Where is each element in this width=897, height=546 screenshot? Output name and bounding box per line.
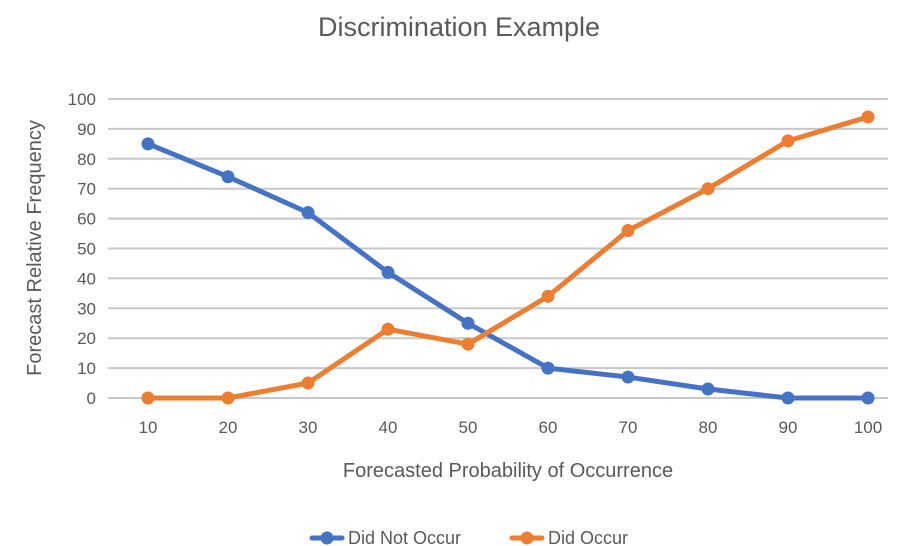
data-point: [221, 391, 235, 405]
data-point: [461, 316, 475, 330]
y-tick-label: 40: [77, 269, 96, 288]
y-tick-label: 30: [77, 299, 96, 318]
legend-item: Did Occur: [509, 528, 628, 546]
legend-swatch-marker: [520, 531, 534, 545]
series-line: [145, 114, 871, 401]
x-tick-label: 50: [459, 418, 478, 437]
data-point: [861, 110, 875, 124]
y-tick-label: 0: [87, 389, 96, 408]
data-point: [541, 361, 555, 375]
data-point: [621, 224, 635, 238]
y-axis-ticks: 0 10 20 30 40 50 60 70 80 90 100: [68, 90, 96, 408]
data-point: [701, 182, 715, 196]
x-tick-label: 30: [299, 418, 318, 437]
y-tick-label: 90: [77, 120, 96, 139]
data-point: [781, 134, 795, 148]
legend-item: Did Not Occur: [309, 528, 461, 546]
data-point: [461, 337, 475, 351]
y-tick-label: 20: [77, 329, 96, 348]
x-tick-label: 80: [699, 418, 718, 437]
series-did-occur: [141, 110, 875, 405]
chart-title: Discrimination Example: [318, 12, 600, 42]
y-tick-label: 70: [77, 180, 96, 199]
data-point: [301, 206, 315, 220]
series-did-not-occur: [141, 137, 875, 405]
legend: Did Not Occur Did Occur: [309, 528, 628, 546]
data-point: [781, 391, 795, 405]
x-tick-label: 100: [854, 418, 882, 437]
gridlines: [108, 98, 888, 399]
x-tick-label: 60: [539, 418, 558, 437]
x-axis-label: Forecasted Probability of Occurrence: [343, 460, 673, 482]
data-point: [301, 376, 315, 390]
y-tick-label: 60: [77, 210, 96, 229]
data-point: [141, 391, 155, 405]
data-point: [861, 391, 875, 405]
y-tick-label: 80: [77, 150, 96, 169]
data-point: [381, 265, 395, 279]
series-line: [145, 141, 871, 401]
data-point: [701, 382, 715, 396]
x-tick-label: 90: [779, 418, 798, 437]
series-layer: [141, 110, 875, 405]
x-tick-label: 70: [619, 418, 638, 437]
data-point: [621, 370, 635, 384]
data-point: [221, 170, 235, 184]
data-point: [381, 322, 395, 336]
legend-label: Did Not Occur: [348, 528, 461, 546]
data-point: [541, 289, 555, 303]
y-tick-label: 10: [77, 359, 96, 378]
x-axis-ticks: 10 20 30 40 50 60 70 80 90 100: [139, 418, 883, 437]
x-tick-label: 20: [219, 418, 238, 437]
x-tick-label: 10: [139, 418, 158, 437]
y-axis-label: Forecast Relative Frequency: [24, 120, 46, 376]
x-tick-label: 40: [379, 418, 398, 437]
legend-label: Did Occur: [548, 528, 628, 546]
data-point: [141, 137, 155, 151]
y-tick-label: 100: [68, 90, 96, 109]
legend-swatch-marker: [320, 531, 334, 545]
y-tick-label: 50: [77, 240, 96, 259]
